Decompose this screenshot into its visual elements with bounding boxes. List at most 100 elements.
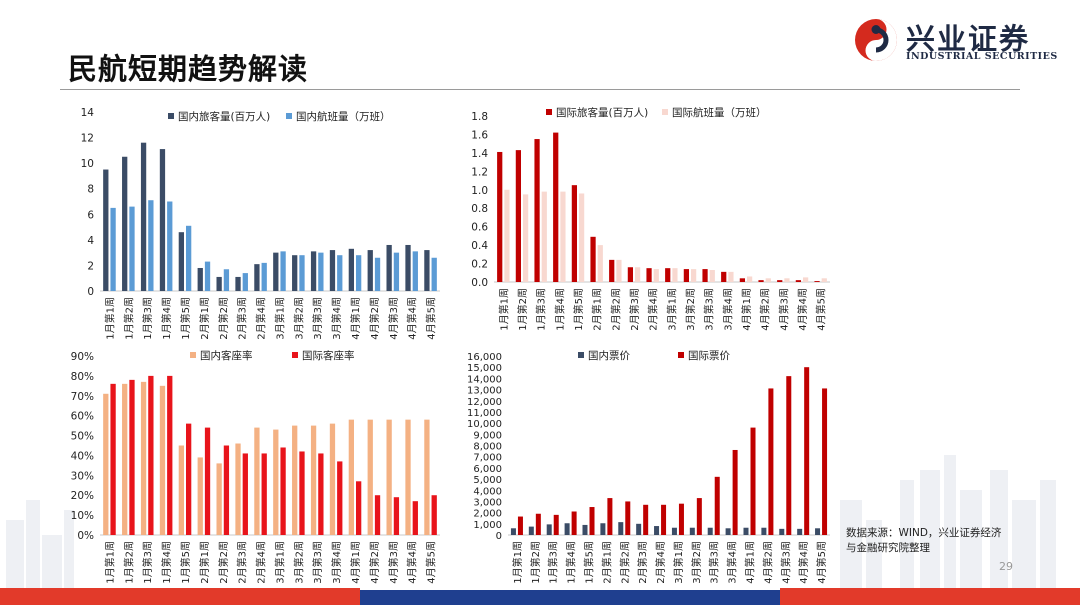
legend-label: 国内票价 [588, 349, 630, 362]
x-tick-label: 2月第3周 [236, 541, 249, 584]
x-tick-label: 4月第4周 [796, 288, 809, 331]
bar-2 [337, 461, 343, 535]
bar-2 [148, 200, 154, 291]
page-number: 29 [999, 560, 1013, 573]
bar-1 [689, 527, 695, 535]
y-tick-label: 60% [71, 411, 94, 423]
x-tick-label: 1月第1周 [497, 288, 510, 331]
bar-1 [534, 139, 540, 282]
bar-2 [223, 445, 230, 535]
x-tick-label: 1月第2周 [122, 541, 135, 584]
y-tick-label: 8 [87, 184, 94, 196]
bar-2 [110, 207, 116, 291]
bar-1 [254, 264, 260, 291]
y-tick-label: 0% [77, 530, 94, 542]
bar-2 [412, 501, 418, 535]
x-tick-label: 2月第1周 [198, 541, 211, 584]
x-tick-label: 4月第2周 [761, 541, 774, 584]
x-tick-label: 4月第4周 [406, 297, 419, 340]
bar-2 [672, 268, 678, 282]
bar-1 [386, 244, 392, 291]
x-tick-label: 2月第3周 [636, 541, 649, 584]
y-tick-label: 14 [81, 107, 95, 119]
bar-1 [292, 255, 298, 291]
bar-2 [571, 511, 577, 535]
x-tick-label: 2月第2周 [618, 541, 631, 584]
footer-accent-left [0, 588, 360, 605]
bar-1 [178, 445, 184, 535]
y-tick-label: 10,000 [467, 419, 502, 430]
bar-1 [777, 280, 783, 282]
y-tick-label: 0.4 [471, 240, 488, 252]
bar-1 [273, 252, 279, 291]
bar-2 [747, 276, 753, 282]
y-tick-label: 15,000 [467, 363, 502, 374]
bar-2 [750, 427, 756, 535]
bar-2 [822, 388, 828, 535]
bar-2 [186, 423, 192, 535]
legend-label: 国内旅客量(百万人) [178, 110, 270, 123]
y-tick-label: 0 [496, 531, 502, 542]
bar-2 [803, 277, 809, 282]
legend-swatch [546, 109, 552, 115]
bar-2 [504, 189, 510, 282]
bar-2 [523, 194, 529, 282]
bar-1 [654, 526, 660, 535]
y-tick-label: 10% [71, 510, 94, 522]
y-tick-label: 70% [71, 391, 94, 403]
bar-2 [318, 252, 324, 291]
bar-1 [739, 278, 745, 282]
logo-mark-icon [855, 19, 897, 61]
y-tick-label: 80% [71, 371, 94, 383]
bar-1 [510, 528, 516, 535]
bar-2 [597, 245, 603, 282]
bar-2 [110, 383, 116, 535]
bar-1 [627, 267, 633, 282]
bar-2 [431, 495, 437, 535]
bar-1 [758, 280, 764, 282]
y-tick-label: 6,000 [473, 464, 502, 475]
bar-2 [709, 270, 715, 282]
y-tick-label: 14,000 [467, 374, 502, 385]
bar-2 [393, 252, 400, 291]
x-tick-label: 2月第1周 [600, 541, 613, 584]
x-tick-label: 2月第4周 [647, 288, 660, 331]
x-tick-label: 4月第1周 [744, 541, 757, 584]
x-tick-label: 1月第1周 [103, 297, 116, 340]
bar-2 [535, 513, 541, 535]
bar-1 [140, 142, 147, 291]
x-tick-label: 1月第1周 [511, 541, 524, 584]
bar-2 [560, 191, 566, 282]
company-logo: 兴业证券 INDUSTRIAL SECURITIES [852, 14, 1067, 66]
x-tick-label: 1月第4周 [160, 297, 173, 340]
bar-2 [616, 259, 622, 282]
bar-1 [743, 527, 749, 535]
bar-1 [671, 527, 677, 535]
y-tick-label: 4,000 [473, 486, 502, 497]
bar-2 [129, 206, 135, 291]
bar-1 [779, 528, 785, 535]
x-tick-label: 4月第4周 [406, 541, 419, 584]
footer-accent-right [780, 588, 1080, 605]
y-tick-label: 1.0 [471, 185, 488, 197]
bar-2 [374, 257, 381, 291]
x-tick-label: 1月第4周 [565, 541, 578, 584]
x-tick-label: 2月第4周 [654, 541, 667, 584]
bar-1 [683, 269, 689, 282]
y-tick-label: 30% [71, 470, 94, 482]
bar-2 [607, 498, 613, 535]
bar-1 [348, 248, 354, 291]
legend-label: 国际旅客量(百万人) [556, 106, 648, 119]
bar-2 [318, 453, 324, 535]
x-tick-label: 1月第3周 [547, 541, 560, 584]
bar-2 [661, 504, 667, 535]
bar-1 [103, 169, 109, 291]
y-tick-label: 12 [81, 133, 94, 145]
bar-2 [167, 201, 173, 291]
y-tick-label: 1.2 [471, 166, 488, 178]
bar-2 [412, 251, 418, 291]
bar-2 [804, 367, 810, 535]
bar-2 [148, 375, 154, 535]
bar-2 [129, 379, 135, 535]
bar-2 [280, 251, 286, 291]
